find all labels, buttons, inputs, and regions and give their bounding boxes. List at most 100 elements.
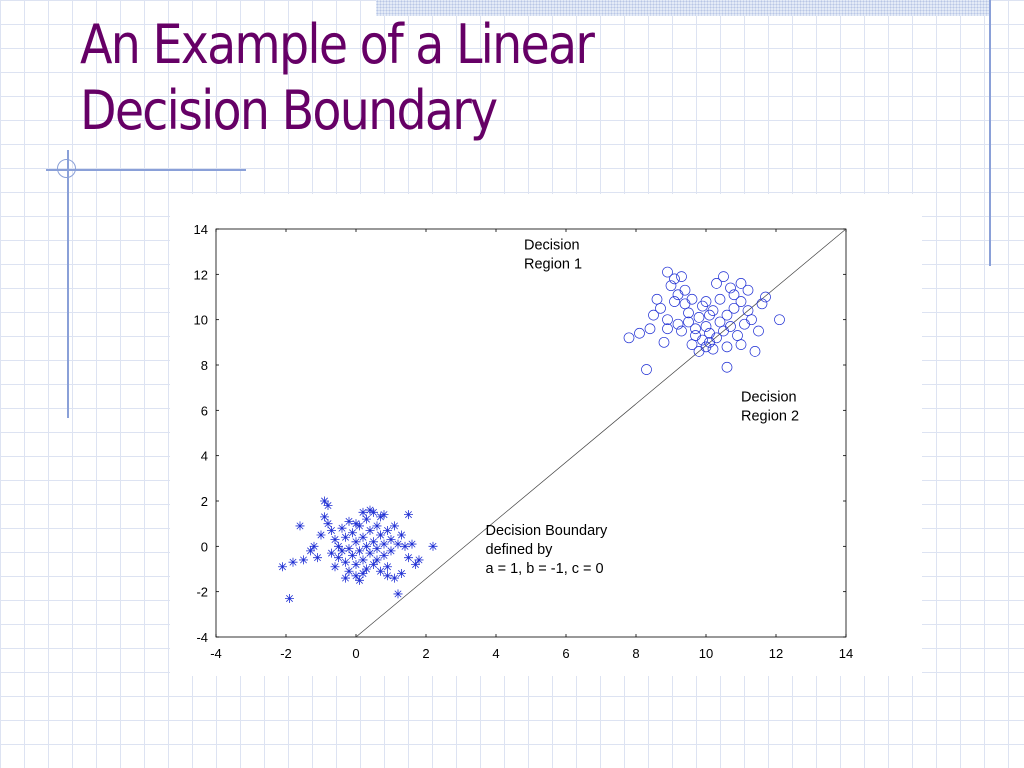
circle-point	[728, 289, 740, 301]
circle-point	[742, 305, 754, 316]
circle-point	[739, 318, 750, 330]
star-point	[411, 559, 420, 569]
circle-point	[746, 314, 757, 326]
star-point	[351, 571, 361, 581]
circle-point	[725, 282, 736, 294]
y-tick-label: -2	[196, 585, 208, 600]
plot-background	[170, 194, 922, 676]
circle-point	[679, 298, 691, 310]
star-point	[369, 559, 378, 569]
star-point	[362, 564, 371, 574]
circle-point	[753, 325, 764, 337]
star-point	[337, 546, 347, 556]
circle-point	[644, 323, 656, 335]
star-point	[348, 528, 357, 538]
circle-point	[760, 291, 771, 303]
star-point	[299, 555, 308, 565]
circle-point	[742, 284, 754, 296]
y-tick-label: 2	[201, 494, 208, 509]
circle-point	[697, 300, 708, 312]
star-point	[390, 573, 399, 583]
x-tick-label: 8	[632, 646, 639, 661]
y-tick-label: 14	[194, 222, 208, 237]
star-point	[358, 555, 368, 565]
circle-point	[662, 314, 673, 326]
circle-point	[665, 280, 677, 292]
annotation-text-3: Decision Boundary defined by a = 1, b = -1…	[486, 523, 608, 577]
circle-point	[725, 321, 736, 332]
circle-point	[714, 316, 726, 328]
y-tick-label: 10	[194, 313, 208, 328]
circle-point	[700, 296, 712, 307]
circle-point	[686, 293, 698, 305]
star-point	[355, 521, 364, 531]
y-tick-label: 8	[201, 358, 208, 373]
star-point	[386, 546, 396, 556]
annotation-text-1: Decision Region 1	[524, 237, 582, 272]
annotation-line: Region 2	[741, 408, 799, 424]
star-point	[369, 537, 378, 547]
star-point	[376, 530, 385, 540]
decision-boundary-group	[355, 228, 847, 638]
annotation-text-2: Decision Region 2	[741, 389, 799, 424]
star-point	[393, 589, 403, 599]
circle-point	[714, 293, 726, 305]
star-point	[358, 507, 368, 517]
annotation-line: Decision Boundary	[486, 523, 608, 539]
x-tick-label: 2	[422, 646, 429, 661]
star-point	[344, 566, 354, 576]
circle-point	[728, 302, 740, 314]
slide-title-line-2: Decision Boundary	[80, 79, 498, 142]
circle-point	[721, 361, 733, 373]
annotation-line: Region 1	[524, 256, 582, 272]
circle-point	[683, 307, 694, 319]
circle-point	[651, 293, 663, 305]
star-point	[330, 562, 340, 572]
star-point	[365, 548, 375, 558]
star-point	[351, 519, 361, 529]
star-point	[379, 510, 389, 520]
circle-point	[735, 278, 747, 289]
star-point	[383, 571, 392, 581]
circle-point	[676, 271, 687, 282]
circle-point	[756, 298, 768, 310]
star-point	[327, 525, 336, 535]
x-tick-label: 6	[562, 646, 569, 661]
star-point	[372, 544, 382, 554]
circle-point	[704, 336, 715, 348]
circle-point	[679, 284, 691, 296]
star-point	[414, 555, 424, 565]
star-point	[351, 537, 361, 547]
star-point	[278, 562, 287, 572]
circle-point	[735, 339, 747, 350]
header-pattern-band	[376, 0, 990, 16]
star-point	[351, 559, 361, 569]
star-point	[320, 512, 329, 522]
circle-point	[704, 309, 715, 321]
star-point	[376, 512, 385, 522]
star-point	[334, 541, 343, 551]
annotation-line: Decision	[524, 237, 580, 253]
star-point	[344, 544, 354, 554]
star-point	[355, 575, 364, 585]
star-point	[376, 566, 385, 576]
decorative-left-line	[67, 150, 69, 418]
circle-point	[749, 346, 761, 357]
circle-point	[662, 266, 673, 278]
star-point	[365, 505, 375, 515]
star-point	[334, 553, 343, 563]
plot-frame	[215, 228, 847, 638]
x-tick-label: 0	[352, 646, 359, 661]
star-point	[323, 501, 333, 511]
star-point	[393, 539, 403, 549]
circle-point	[700, 321, 712, 332]
circle-point	[676, 325, 687, 337]
circle-point	[648, 309, 659, 321]
star-point	[327, 548, 336, 558]
star-point	[285, 593, 294, 603]
star-point	[323, 519, 333, 529]
star-point	[383, 562, 392, 572]
circle-point	[774, 314, 785, 326]
circle-point	[672, 318, 684, 330]
star-point	[383, 525, 392, 535]
